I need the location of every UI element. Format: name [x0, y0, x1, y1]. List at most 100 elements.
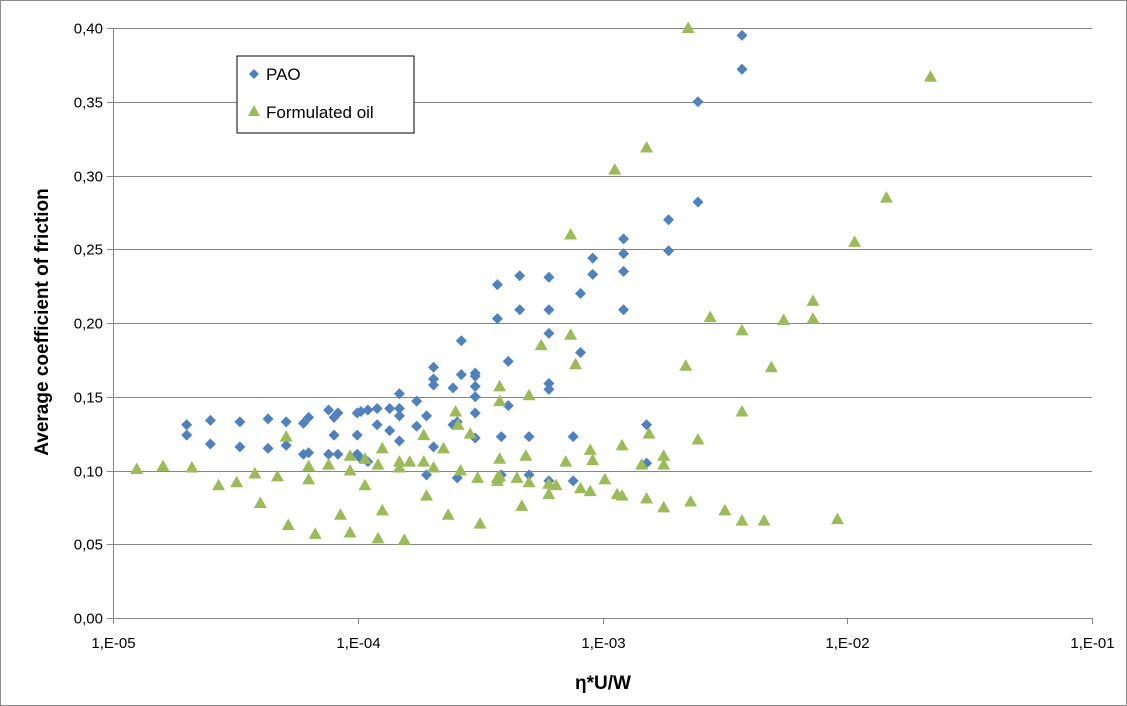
- point-pao: [355, 406, 367, 417]
- point-pao: [736, 63, 748, 75]
- point-formulated-oil: [735, 514, 749, 526]
- point-formulated-oil: [397, 533, 411, 545]
- point-pao: [523, 469, 535, 481]
- point-formulated-oil: [615, 438, 629, 451]
- point-formulated-oil: [493, 452, 507, 464]
- point-pao: [421, 410, 433, 422]
- point-pao: [574, 347, 586, 358]
- point-formulated-oil: [473, 517, 487, 529]
- point-formulated-oil: [375, 441, 389, 454]
- point-pao: [469, 380, 481, 392]
- point-pao: [618, 248, 630, 260]
- point-formulated-oil: [806, 294, 820, 306]
- point-formulated-oil: [515, 499, 529, 511]
- x-tick-label: 1,E-01: [1070, 635, 1114, 652]
- point-pao: [262, 413, 274, 425]
- point-formulated-oil: [449, 405, 463, 417]
- y-tick-label: 0,25: [74, 242, 103, 259]
- point-formulated-oil: [302, 472, 316, 485]
- point-pao: [204, 438, 216, 450]
- point-formulated-oil: [493, 469, 507, 482]
- point-formulated-oil: [392, 455, 406, 467]
- point-pao: [567, 475, 579, 487]
- point-pao: [502, 400, 514, 412]
- point-formulated-oil: [253, 496, 267, 508]
- point-pao: [692, 196, 704, 208]
- point-pao: [428, 441, 440, 453]
- point-formulated-oil: [519, 449, 533, 461]
- point-pao: [469, 370, 481, 382]
- point-pao: [332, 407, 344, 419]
- point-formulated-oil: [657, 500, 671, 513]
- y-tick-label: 0,05: [74, 537, 103, 554]
- point-formulated-oil: [559, 455, 573, 467]
- point-formulated-oil: [679, 359, 693, 371]
- point-pao: [393, 388, 405, 400]
- point-pao: [574, 288, 586, 299]
- point-formulated-oil: [451, 418, 465, 430]
- point-pao: [393, 403, 405, 415]
- point-pao: [543, 383, 555, 395]
- point-pao: [384, 425, 396, 437]
- point-formulated-oil: [392, 461, 406, 473]
- point-pao: [303, 411, 315, 423]
- point-pao: [663, 214, 675, 226]
- point-formulated-oil: [403, 455, 417, 467]
- point-formulated-oil: [375, 503, 389, 516]
- point-formulated-oil: [777, 313, 791, 326]
- point-formulated-oil: [534, 338, 548, 351]
- point-pao: [181, 429, 193, 441]
- point-formulated-oil: [417, 455, 431, 467]
- point-formulated-oil: [703, 310, 717, 323]
- point-formulated-oil: [542, 487, 556, 500]
- y-tick-label: 0,15: [74, 390, 103, 407]
- point-formulated-oil: [427, 461, 441, 473]
- point-pao: [411, 395, 423, 407]
- point-formulated-oil: [598, 472, 612, 485]
- point-pao: [384, 403, 396, 415]
- point-pao: [181, 419, 193, 431]
- x-axis-title: η*U/W: [575, 673, 631, 694]
- point-formulated-oil: [542, 477, 556, 489]
- point-formulated-oil: [879, 191, 893, 203]
- point-formulated-oil: [564, 328, 578, 340]
- point-pao: [543, 271, 555, 283]
- point-formulated-oil: [212, 478, 226, 491]
- point-pao: [280, 439, 292, 451]
- point-formulated-oil: [640, 140, 654, 153]
- point-formulated-oil: [615, 489, 629, 501]
- point-formulated-oil: [564, 228, 578, 240]
- point-formulated-oil: [371, 458, 385, 470]
- point-formulated-oil: [510, 471, 524, 483]
- y-tick-label: 0,30: [74, 169, 103, 186]
- point-formulated-oil: [830, 512, 844, 525]
- point-pao: [736, 29, 748, 41]
- point-formulated-oil: [684, 494, 698, 507]
- point-pao: [280, 416, 292, 428]
- legend-label-pao: PAO: [266, 65, 301, 84]
- legend-box: [236, 55, 415, 134]
- point-formulated-oil: [764, 360, 778, 373]
- point-formulated-oil: [358, 478, 372, 491]
- point-formulated-oil: [156, 459, 170, 472]
- point-formulated-oil: [493, 394, 507, 407]
- point-formulated-oil: [463, 427, 477, 439]
- point-formulated-oil: [358, 452, 372, 464]
- point-pao: [502, 355, 514, 367]
- point-formulated-oil: [522, 388, 536, 401]
- x-tick-label: 1,E-03: [581, 635, 625, 652]
- point-formulated-oil: [757, 514, 771, 526]
- point-pao: [371, 403, 383, 415]
- point-formulated-oil: [270, 469, 284, 482]
- data-points: [130, 21, 937, 545]
- point-formulated-oil: [586, 453, 600, 466]
- point-pao: [234, 441, 246, 453]
- point-formulated-oil: [635, 458, 649, 470]
- y-tick-label: 0,40: [74, 21, 103, 38]
- point-pao: [262, 442, 274, 454]
- point-pao: [303, 447, 315, 459]
- point-formulated-oil: [417, 428, 431, 441]
- point-formulated-oil: [420, 489, 434, 501]
